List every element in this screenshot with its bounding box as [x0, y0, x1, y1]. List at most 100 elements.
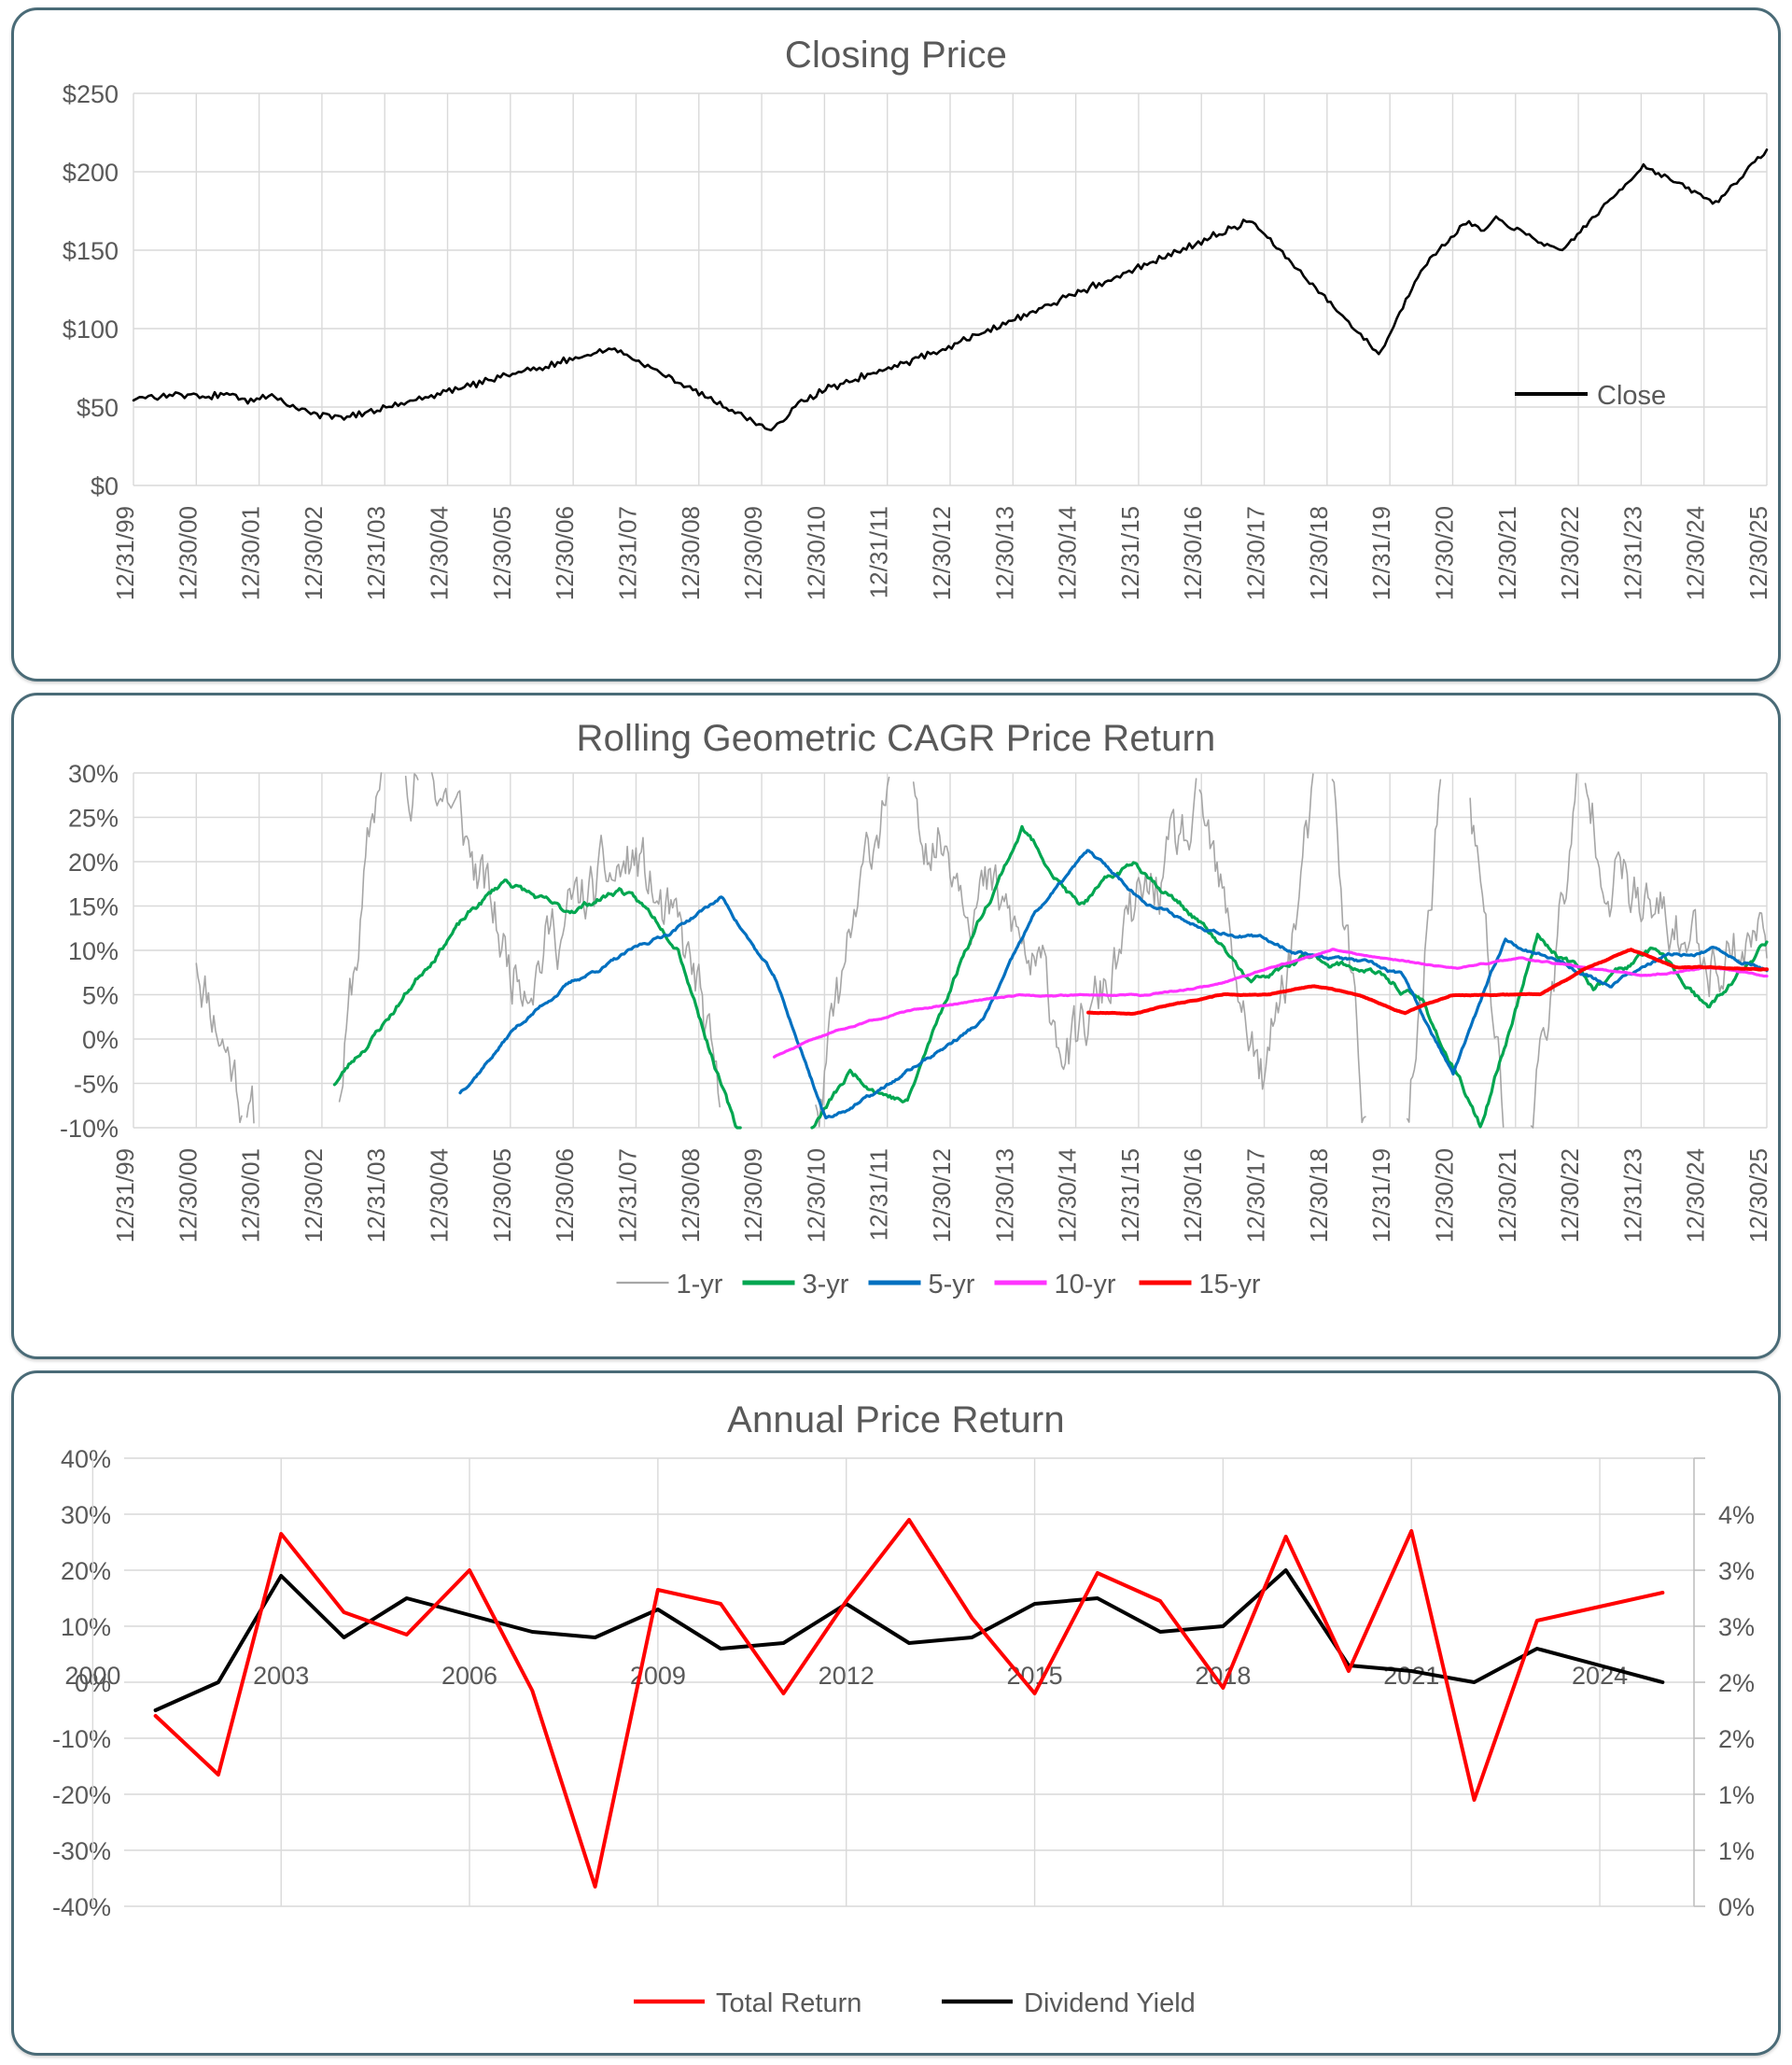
axis-tick-label: 12/30/21 — [1493, 506, 1521, 600]
closing-price-title: Closing Price — [784, 35, 1008, 76]
series-dividend-yield — [153, 1568, 1665, 1712]
axis-tick-label: 12/31/15 — [1116, 506, 1144, 600]
axis-tick-label: 12/31/03 — [362, 506, 390, 600]
closing-price-panel: Closing Price $0 $50 $100 $150 $200 $250 12/31… — [11, 7, 1781, 681]
axis-tick-label: $100 — [63, 316, 119, 344]
axis-tick-label: $200 — [63, 159, 119, 187]
axis-tick-label: 12/30/05 — [488, 1148, 516, 1243]
annual-price-return-panel: Annual Price Return -40% -30% -20% -10% 0% 10… — [11, 1370, 1781, 2056]
series-3yr — [332, 824, 1769, 1130]
axis-tick-label: 12/30/12 — [928, 1148, 956, 1243]
axis-tick-label: 40% — [61, 1445, 111, 1473]
series-total-return — [153, 1518, 1665, 1889]
axis-tick-label: 12/31/03 — [362, 1148, 390, 1243]
series-10yr — [772, 948, 1769, 1059]
axis-tick-label: -5% — [74, 1071, 119, 1099]
series-5yr — [458, 849, 1769, 1120]
axis-tick-label: 12/31/07 — [613, 1148, 641, 1243]
axis-tick-label: 12/30/01 — [237, 506, 265, 600]
axis-tick-label: 2012 — [819, 1662, 875, 1690]
axis-tick-label: 12/30/05 — [488, 506, 516, 600]
axis-tick-label: 12/31/07 — [613, 506, 641, 600]
axis-tick-label: 12/30/08 — [677, 1148, 705, 1243]
axis-tick-label: 30% — [68, 760, 119, 788]
axis-tick-label: 12/30/25 — [1744, 1148, 1772, 1243]
axis-tick-label: 12/31/11 — [865, 506, 893, 598]
chart-legend: 1-yr 3-yr 5-yr 10-yr 15-yr — [616, 1270, 1261, 1299]
axis-tick-label: 12/30/02 — [300, 506, 328, 600]
axis-tick-label: 1% — [1718, 1837, 1755, 1865]
axis-tick-label: 12/30/18 — [1305, 506, 1333, 600]
axis-tick-label: 12/30/24 — [1682, 1148, 1710, 1243]
axis-tick-label: $150 — [63, 237, 119, 265]
axis-tick-label: 3% — [1718, 1613, 1755, 1641]
axis-tick-label: -10% — [52, 1725, 111, 1753]
annual-price-return-title: Annual Price Return — [727, 1399, 1065, 1440]
axis-tick-label: 12/30/06 — [551, 506, 579, 600]
axis-tick-label: 1% — [1718, 1781, 1755, 1809]
axis-tick-label: 2003 — [253, 1662, 309, 1690]
axis-tick-label: 20% — [68, 849, 119, 877]
axis-tick-label: $250 — [63, 80, 119, 108]
axis-tick-label: 12/31/99 — [111, 506, 139, 600]
axis-tick-label: 12/30/09 — [739, 1148, 767, 1243]
axis-tick-label: -10% — [60, 1115, 119, 1143]
legend-label-5yr: 5-yr — [929, 1270, 975, 1299]
axis-tick-label: 12/30/13 — [990, 506, 1018, 600]
axis-tick-label: 12/30/04 — [426, 1148, 454, 1243]
axis-tick-label: 12/30/24 — [1682, 506, 1710, 600]
axis-tick-label: 12/30/04 — [426, 506, 454, 600]
axis-tick-label: 12/30/10 — [802, 506, 830, 600]
axis-tick-label: 12/30/25 — [1744, 506, 1772, 600]
axis-tick-label: 12/31/99 — [111, 1148, 139, 1243]
axis-tick-label: 12/30/16 — [1179, 1148, 1207, 1243]
axis-tick-label: 12/30/12 — [928, 506, 956, 600]
axis-tick-label: 12/30/14 — [1054, 506, 1082, 600]
axis-tick-label: 12/31/23 — [1618, 506, 1646, 600]
axis-tick-label: 10% — [68, 937, 119, 965]
axis-tick-label: 12/30/18 — [1305, 1148, 1333, 1243]
axis-tick-label: 12/30/08 — [677, 506, 705, 600]
legend-label-close: Close — [1597, 381, 1666, 411]
legend-label-3yr: 3-yr — [803, 1270, 849, 1299]
axis-tick-label: 2015 — [1007, 1662, 1063, 1690]
axis-tick-label: 12/30/22 — [1556, 506, 1584, 600]
axis-tick-label: 12/31/15 — [1116, 1148, 1144, 1243]
axis-tick-label: 12/31/19 — [1367, 506, 1395, 600]
axis-tick-label: 12/30/20 — [1430, 1148, 1458, 1243]
legend-label-total-return: Total Return — [716, 1988, 861, 2018]
axis-tick-label: 12/30/06 — [551, 1148, 579, 1243]
axis-tick-label: -20% — [52, 1781, 111, 1809]
axis-tick-label: 25% — [68, 805, 119, 833]
closing-price-chart: $0 $50 $100 $150 $200 $250 12/31/99 12/30/00 12/… — [63, 80, 1772, 600]
axis-tick-label: 5% — [82, 982, 119, 1010]
axis-tick-label: 12/30/21 — [1493, 1148, 1521, 1243]
axis-tick-label: 2000 — [64, 1662, 120, 1690]
legend-label-10yr: 10-yr — [1055, 1270, 1116, 1299]
axis-tick-label: 0% — [1718, 1893, 1755, 1921]
legend-label-1yr: 1-yr — [677, 1270, 723, 1299]
annual-price-return-chart: -40%-30%-20%-10%0%10%20%30%40%0%1%1%2%2%… — [52, 1445, 1755, 2018]
axis-tick-label: 10% — [61, 1613, 111, 1641]
axis-tick-label: 2006 — [441, 1662, 497, 1690]
axis-tick-label: 15% — [68, 893, 119, 921]
axis-tick-label: 30% — [61, 1501, 111, 1529]
axis-tick-label: 12/30/00 — [174, 1148, 202, 1243]
axis-tick-label: $0 — [91, 472, 119, 500]
axis-tick-label: 2% — [1718, 1725, 1755, 1753]
axis-tick-label: 12/30/00 — [174, 506, 202, 600]
legend-label-dividend-yield: Dividend Yield — [1024, 1988, 1196, 2018]
axis-tick-label: 12/30/02 — [300, 1148, 328, 1243]
series-1yr — [195, 772, 1768, 1129]
axis-tick-label: 0% — [82, 1026, 119, 1054]
series-15yr — [1086, 948, 1769, 1017]
axis-tick-label: 20% — [61, 1557, 111, 1585]
axis-tick-label: 12/30/20 — [1430, 506, 1458, 600]
axis-tick-label: 12/31/23 — [1618, 1148, 1646, 1243]
axis-tick-label: 3% — [1718, 1557, 1755, 1585]
legend-label-15yr: 15-yr — [1199, 1270, 1261, 1299]
rolling-cagr-chart: -10% -5% 0% 5% 10% 15% 20% 25% 30% 12/31/99 12/30/… — [60, 760, 1772, 1299]
axis-tick-label: 12/30/13 — [990, 1148, 1018, 1243]
axis-tick-label: 12/30/17 — [1242, 506, 1270, 600]
